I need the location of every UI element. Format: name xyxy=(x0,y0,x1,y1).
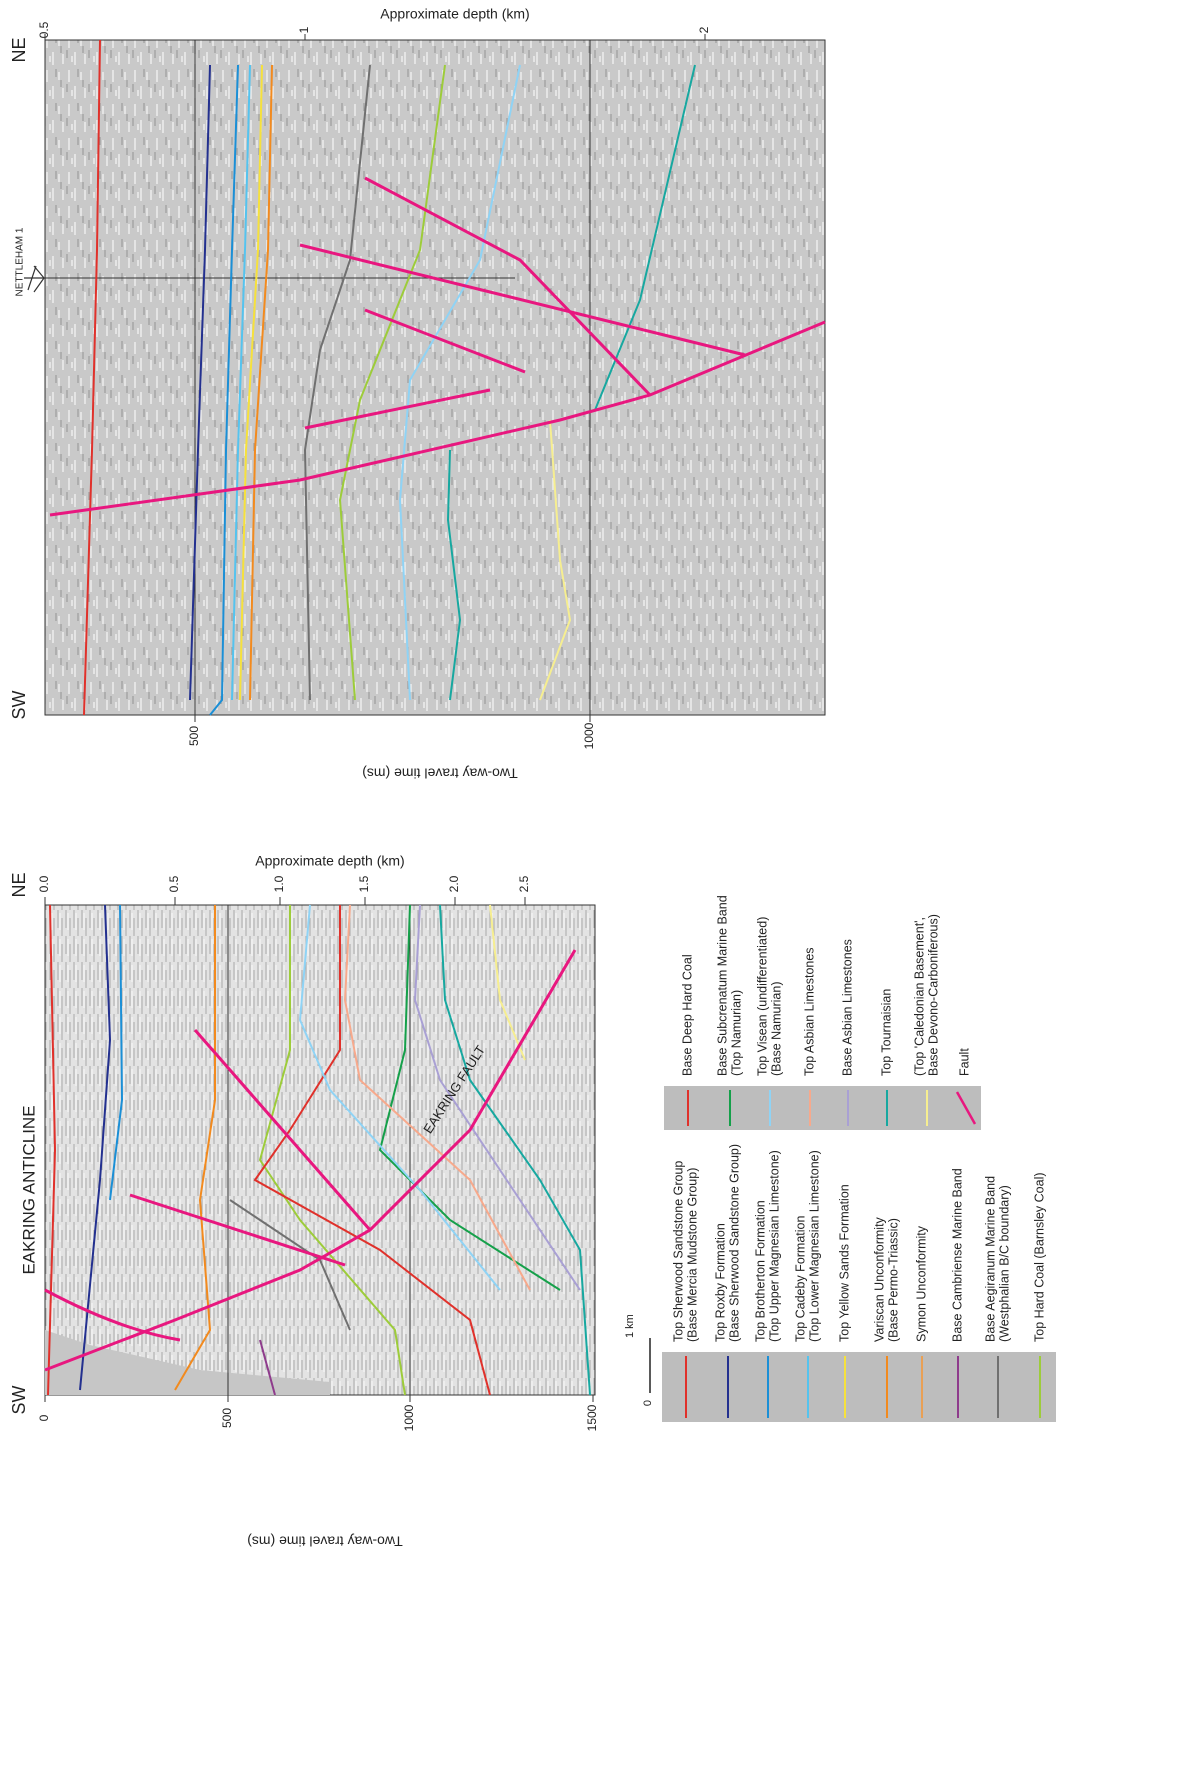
horizon xyxy=(298,904,501,1291)
legend-label: (Base Namurian) xyxy=(769,982,783,1076)
horizon xyxy=(343,904,531,1291)
time-tick-label: 500 xyxy=(187,726,201,746)
horizon xyxy=(174,905,216,1391)
fault xyxy=(299,243,746,357)
legend-label: Top Tournaisian xyxy=(879,989,893,1076)
legend-label: Top Cadeby Formation xyxy=(793,1215,807,1342)
depth-tick-label: 2 xyxy=(697,26,711,33)
time-tick-label: 1000 xyxy=(402,1404,416,1431)
depth-tick-label: 1.5 xyxy=(357,875,371,892)
depth-tick-label: 1.0 xyxy=(272,875,286,892)
legend-label: Top Sherwood Sandstone Group xyxy=(671,1161,685,1342)
fault xyxy=(49,320,826,517)
fault xyxy=(364,308,526,374)
legend-label: (Top 'Caledonian Basement', xyxy=(912,917,926,1076)
legend-label: Top Brotherton Formation xyxy=(753,1200,767,1342)
fault xyxy=(304,388,491,430)
depth-tick-label: 0.5 xyxy=(37,21,51,38)
horizon xyxy=(109,904,124,1201)
depth-axis-title: Approximate depth (km) xyxy=(380,6,529,22)
horizon xyxy=(258,905,406,1396)
well-icon xyxy=(24,265,45,293)
legend-label: (Base Sherwood Sandstone Group) xyxy=(727,1144,741,1342)
horizon xyxy=(249,64,273,701)
time-axis-title: Two-way travel time (ms) xyxy=(247,1533,403,1549)
sw-label: SW xyxy=(9,1385,29,1414)
legend-label: Top Yellow Sands Formation xyxy=(837,1184,851,1342)
legend-label: Base Cambriense Marine Band xyxy=(950,1168,964,1342)
time-tick-label: 500 xyxy=(220,1408,234,1428)
legend-label: Base Asbian Limestones xyxy=(840,939,854,1076)
legend-label: (Top Lower Magnesian Limestone) xyxy=(807,1150,821,1342)
scale-label: 0 xyxy=(642,1400,654,1406)
time-tick-label: 1000 xyxy=(582,722,596,749)
depth-tick-label: 2.0 xyxy=(447,875,461,892)
legend-label: Top Hard Coal (Barnsley Coal) xyxy=(1032,1172,1046,1342)
legend-label: Top Visean (undifferentiated) xyxy=(755,917,769,1076)
fault xyxy=(129,1193,346,1267)
depth-tick-label: 1 xyxy=(297,26,311,33)
horizon xyxy=(47,904,57,1396)
depth-axis-title: Approximate depth (km) xyxy=(255,853,404,869)
legend-label: (Westphalian B/C boundary) xyxy=(997,1185,1011,1342)
horizon xyxy=(303,64,371,701)
horizon xyxy=(209,64,239,716)
horizon xyxy=(231,64,251,701)
ne-label: NE xyxy=(9,872,29,897)
horizon xyxy=(398,64,521,701)
fault xyxy=(193,1029,372,1231)
horizon xyxy=(489,904,526,1061)
time-axis-title: Two-way travel time (ms) xyxy=(362,765,518,781)
panel-title: EAKRING ANTICLINE xyxy=(19,1105,38,1274)
horizon xyxy=(439,904,591,1396)
horizon xyxy=(413,904,581,1291)
eakring-section xyxy=(44,904,651,1396)
legend-label: (Top Upper Magnesian Limestone) xyxy=(767,1150,781,1342)
horizon xyxy=(378,904,561,1291)
legend-label: Variscan Unconformity xyxy=(872,1216,886,1342)
sw-label: SW xyxy=(9,690,29,719)
fault xyxy=(44,949,577,1372)
legend-strip xyxy=(664,1086,981,1130)
ne-label: NE xyxy=(9,37,29,62)
legend-label: Top Asbian Limestones xyxy=(802,947,816,1076)
horizon xyxy=(259,1339,276,1396)
seismic-image xyxy=(44,904,596,1396)
legend-label: Base Aegiranum Marine Band xyxy=(983,1176,997,1342)
time-tick-label: 0 xyxy=(37,1414,51,1421)
time-tick-label: 1500 xyxy=(585,1404,599,1431)
horizon xyxy=(189,64,211,701)
legend-label: Symon Unconformity xyxy=(914,1225,928,1342)
depth-tick-label: 0.0 xyxy=(37,875,51,892)
legend-label: (Base Mercia Mudstone Group) xyxy=(685,1168,699,1342)
horizon xyxy=(446,64,696,701)
horizon xyxy=(338,64,446,701)
legend-label: Top Roxby Formation xyxy=(713,1223,727,1342)
legend-label: (Top Namurian) xyxy=(729,990,743,1076)
legend-swatch xyxy=(955,1091,977,1125)
fault xyxy=(364,176,652,397)
legend-strip xyxy=(662,1352,1056,1422)
depth-tick-label: 2.5 xyxy=(517,875,531,892)
legend-label: Fault xyxy=(957,1048,971,1076)
scale-label: 1 km xyxy=(624,1314,636,1338)
no-data-wedge xyxy=(45,1330,330,1395)
horizon xyxy=(83,39,101,716)
legend-label: Base Devono-Carboniferous) xyxy=(926,914,940,1076)
horizon xyxy=(539,419,572,701)
nettleham-section xyxy=(24,39,826,716)
horizon xyxy=(253,905,491,1396)
legend-label: Base Deep Hard Coal xyxy=(680,954,694,1076)
horizon xyxy=(79,904,112,1391)
legend-label: (Base Permo-Triassic) xyxy=(886,1218,900,1342)
legend-label: Base Subcrenatum Marine Band xyxy=(715,895,729,1076)
fault xyxy=(44,1288,181,1342)
horizon xyxy=(239,64,263,701)
well-label: NETTLEHAM 1 xyxy=(15,227,26,296)
depth-tick-label: 0.5 xyxy=(167,875,181,892)
